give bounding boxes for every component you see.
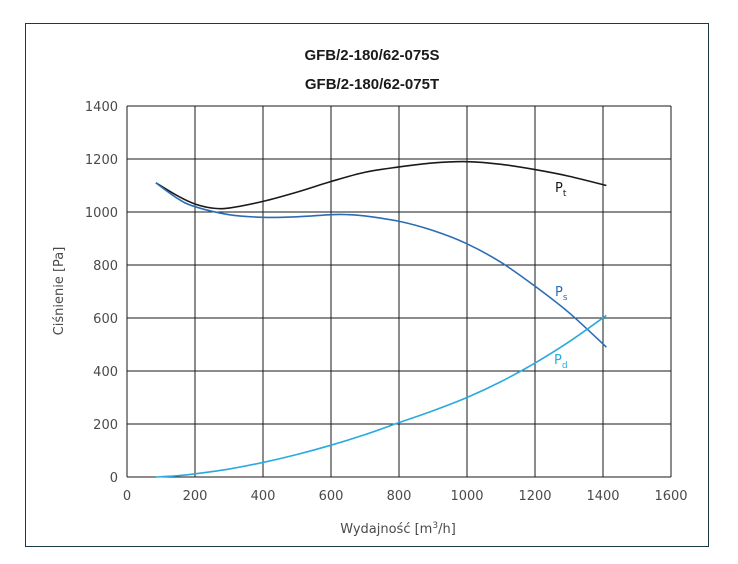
x-tick-label: 400 bbox=[251, 489, 276, 504]
y-tick-label: 1000 bbox=[85, 206, 118, 221]
chart-frame bbox=[25, 23, 709, 547]
chart-title: GFB/2-180/62-075S bbox=[304, 47, 439, 64]
y-tick-label: 1400 bbox=[85, 100, 118, 115]
series-line-pd bbox=[155, 314, 607, 478]
x-axis-label-superscript: 3 bbox=[432, 521, 438, 531]
x-axis-label-main: Wydajność [m bbox=[340, 522, 432, 537]
series-line-ps bbox=[155, 182, 607, 348]
series-label-ps: Ps bbox=[555, 285, 568, 303]
y-tick-label: 200 bbox=[93, 418, 118, 433]
x-tick-label: 1000 bbox=[450, 489, 483, 504]
y-tick-label: 800 bbox=[93, 259, 118, 274]
series-labels: Pt Ps Pd bbox=[554, 181, 568, 371]
series-label-pd: Pd bbox=[554, 353, 568, 371]
y-tick-label: 1200 bbox=[85, 153, 118, 168]
x-tick-label: 0 bbox=[123, 489, 131, 504]
x-axis-label-tail: /h] bbox=[438, 522, 456, 537]
x-tick-label: 1200 bbox=[518, 489, 551, 504]
x-tick-label: 600 bbox=[319, 489, 344, 504]
y-tick-label: 0 bbox=[110, 471, 118, 486]
series-line-pt bbox=[155, 160, 607, 210]
chart-subtitle: GFB/2-180/62-075T bbox=[305, 76, 439, 93]
grid bbox=[126, 105, 672, 478]
y-axis-label: Ciśnienie [Pa] bbox=[52, 247, 67, 336]
y-tick-label: 400 bbox=[93, 365, 118, 380]
x-tick-labels: 0 200 400 600 800 1000 1200 1400 1600 bbox=[123, 489, 688, 504]
x-tick-label: 200 bbox=[183, 489, 208, 504]
x-tick-label: 1400 bbox=[586, 489, 619, 504]
x-axis-label: Wydajność [m3/h] bbox=[340, 521, 456, 537]
y-tick-labels: 0 200 400 600 800 1000 1200 1400 bbox=[85, 100, 118, 486]
series-lines bbox=[155, 160, 607, 478]
y-tick-label: 600 bbox=[93, 312, 118, 327]
x-tick-label: 800 bbox=[387, 489, 412, 504]
x-tick-label: 1600 bbox=[654, 489, 687, 504]
series-label-pt: Pt bbox=[555, 181, 567, 199]
